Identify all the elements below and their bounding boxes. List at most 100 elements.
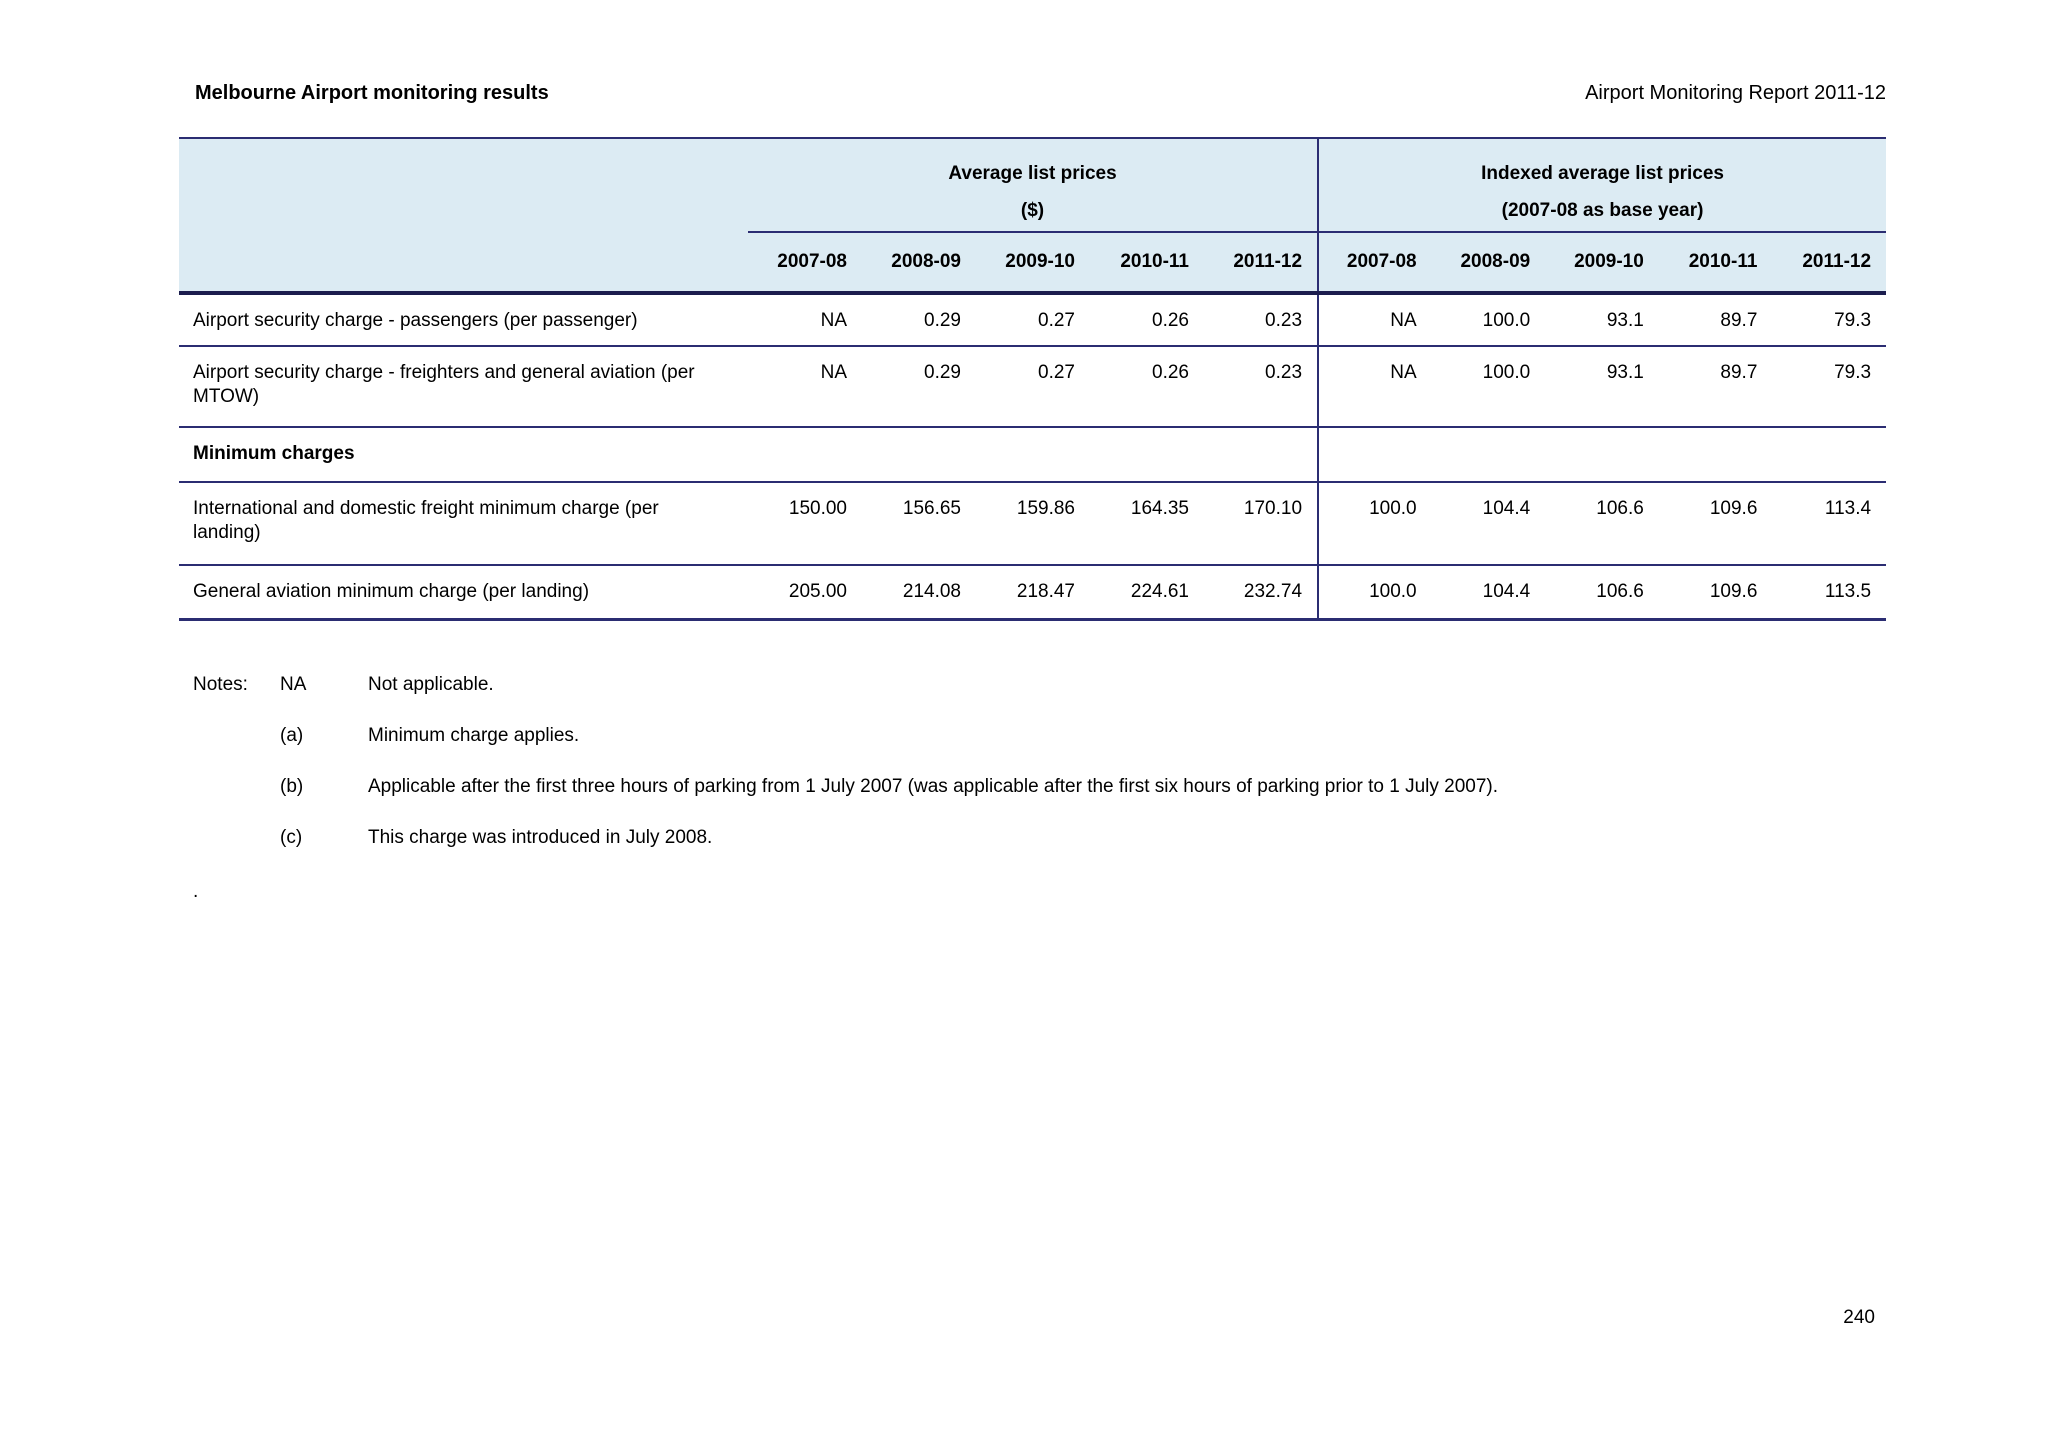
index-cell: NA — [1317, 346, 1432, 428]
row-label: Minimum charges — [179, 427, 748, 483]
price-cell — [1204, 427, 1319, 483]
note-text: This charge was introduced in July 2008. — [368, 827, 713, 848]
price-cell: NA — [748, 346, 862, 428]
index-cell: 79.3 — [1772, 293, 1887, 347]
price-cell: 232.74 — [1204, 565, 1319, 621]
index-cell — [1317, 427, 1432, 483]
table-row: Minimum charges — [179, 427, 1887, 483]
year-header-cell: 2010-11 — [1658, 232, 1773, 295]
price-cell: 205.00 — [748, 565, 862, 621]
price-cell — [862, 427, 976, 483]
note-row: (c) This charge was introduced in July 20… — [193, 826, 1913, 850]
index-cell: 100.0 — [1317, 565, 1432, 621]
year-header-cell: 2009-10 — [976, 232, 1090, 295]
note-marker: (c) — [280, 827, 303, 848]
price-cell: 0.29 — [862, 346, 976, 428]
year-header-cell: 2009-10 — [1545, 232, 1659, 295]
notes-heading — [193, 826, 280, 850]
price-cell: 0.23 — [1204, 293, 1319, 347]
index-cell: NA — [1317, 293, 1432, 347]
note-text: Not applicable. — [368, 674, 494, 695]
document-header: Melbourne Airport monitoring results Air… — [195, 80, 1886, 106]
index-cell: 89.7 — [1658, 293, 1773, 347]
group-subtitle: ($) — [1020, 200, 1045, 221]
note-row: (b) Applicable after the first three hour… — [193, 775, 1913, 799]
index-cell: 100.0 — [1317, 482, 1432, 566]
price-cell: 164.35 — [1090, 482, 1204, 566]
price-cell: 0.29 — [862, 293, 976, 347]
page-title: Melbourne Airport monitoring results — [195, 82, 549, 104]
row-label: International and domestic freight minim… — [179, 482, 748, 566]
index-cell — [1658, 427, 1773, 483]
index-cell: 93.1 — [1545, 293, 1659, 347]
index-cell: 104.4 — [1431, 565, 1546, 621]
year-header-cell: 2007-08 — [1317, 232, 1432, 295]
price-cell: 214.08 — [862, 565, 976, 621]
table-row: International and domestic freight minim… — [179, 482, 1887, 566]
report-title: Airport Monitoring Report 2011-12 — [1585, 82, 1886, 104]
note-marker: NA — [280, 674, 307, 695]
notes-heading — [193, 724, 280, 748]
price-cell: 0.27 — [976, 346, 1090, 428]
year-header-cell: 2011-12 — [1204, 232, 1319, 295]
group-title: Indexed average list prices — [1481, 163, 1724, 184]
price-cell — [976, 427, 1090, 483]
price-cell — [1090, 427, 1204, 483]
year-header-cell: 2007-08 — [748, 232, 862, 295]
prices-table: Average list prices ($) Indexed average … — [179, 137, 1887, 621]
notes-heading — [193, 775, 280, 799]
row-label: Airport security charge - passengers (pe… — [179, 293, 748, 347]
price-cell: 156.65 — [862, 482, 976, 566]
index-cell — [1545, 427, 1659, 483]
index-cell: 109.6 — [1658, 565, 1773, 621]
note-row: (a) Minimum charge applies. — [193, 724, 1913, 748]
price-cell: 150.00 — [748, 482, 862, 566]
index-cell: 100.0 — [1431, 346, 1546, 428]
index-cell: 113.4 — [1772, 482, 1887, 566]
group-header-average-list-prices: Average list prices ($) — [748, 138, 1319, 233]
corner-cell — [179, 232, 748, 295]
price-cell: 0.23 — [1204, 346, 1319, 428]
index-cell — [1431, 427, 1546, 483]
year-header-cell: 2008-09 — [1431, 232, 1546, 295]
index-cell: 89.7 — [1658, 346, 1773, 428]
table-row: General aviation minimum charge (per lan… — [179, 565, 1887, 621]
note-text: Minimum charge applies. — [368, 725, 580, 746]
note-marker: (b) — [280, 776, 304, 797]
year-header-cell: 2011-12 — [1772, 232, 1887, 295]
index-cell: 113.5 — [1772, 565, 1887, 621]
price-cell: 0.27 — [976, 293, 1090, 347]
table-row: Airport security charge - freighters and… — [179, 346, 1887, 428]
group-subtitle: (2007-08 as base year) — [1501, 200, 1704, 221]
group-title: Average list prices — [948, 163, 1117, 184]
index-cell: 104.4 — [1431, 482, 1546, 566]
group-header-indexed-list-prices: Indexed average list prices (2007-08 as … — [1317, 138, 1887, 233]
price-cell: 170.10 — [1204, 482, 1319, 566]
index-cell: 106.6 — [1545, 482, 1659, 566]
index-cell: 109.6 — [1658, 482, 1773, 566]
price-cell — [748, 427, 862, 483]
group-header-row: Average list prices ($) Indexed average … — [179, 138, 1887, 233]
stray-dot: . — [193, 881, 199, 902]
price-cell: 224.61 — [1090, 565, 1204, 621]
note-text: Applicable after the first three hours o… — [368, 776, 1499, 797]
index-cell: 79.3 — [1772, 346, 1887, 428]
note-row: Notes: NA Not applicable. — [193, 673, 1913, 697]
price-cell: 159.86 — [976, 482, 1090, 566]
year-header-row: 2007-08 2008-09 2009-10 2010-11 2011-12 2007-… — [179, 232, 1887, 295]
price-cell: 0.26 — [1090, 293, 1204, 347]
index-cell: 106.6 — [1545, 565, 1659, 621]
year-header-cell: 2008-09 — [862, 232, 976, 295]
index-cell — [1772, 427, 1887, 483]
note-marker: (a) — [280, 725, 304, 746]
price-cell: 0.26 — [1090, 346, 1204, 428]
row-label: General aviation minimum charge (per lan… — [179, 565, 748, 621]
notes-heading: Notes: — [193, 674, 248, 695]
table-row: Airport security charge - passengers (pe… — [179, 293, 1887, 347]
index-cell: 100.0 — [1431, 293, 1546, 347]
price-cell: NA — [748, 293, 862, 347]
row-label: Airport security charge - freighters and… — [179, 346, 748, 428]
price-cell: 218.47 — [976, 565, 1090, 621]
notes: Notes: NA Not applicable. (a) Minimum charge… — [193, 673, 1913, 877]
